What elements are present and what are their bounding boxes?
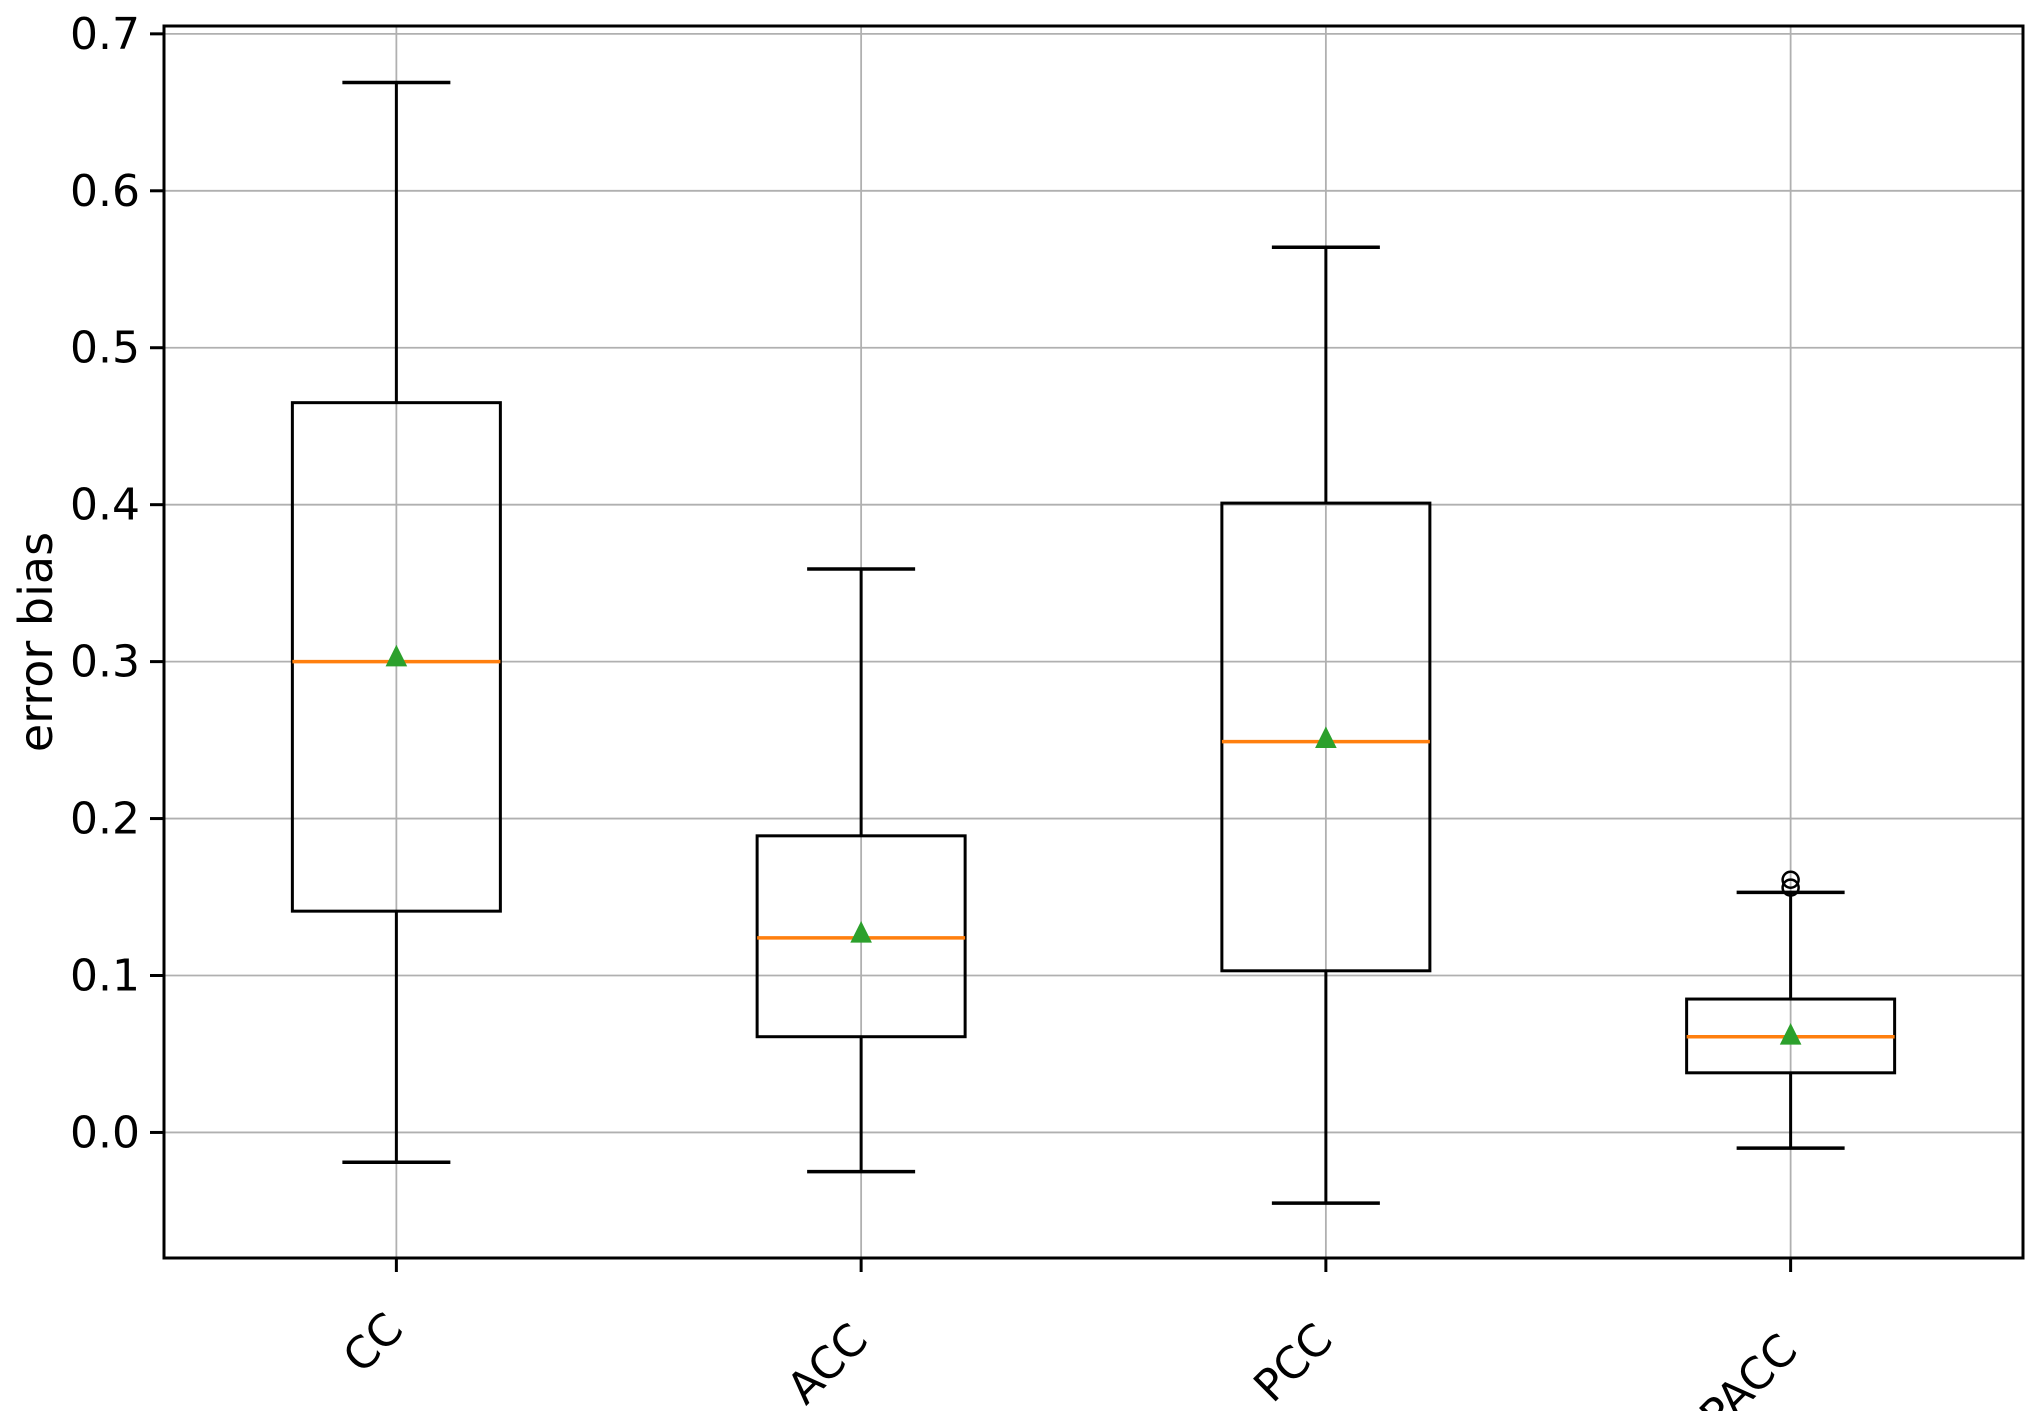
y-tick-label: 0.1 [70, 951, 140, 1002]
plot-border [162, 24, 2025, 1260]
y-tick-label: 0.5 [70, 323, 140, 374]
mean-marker [850, 921, 872, 943]
y-tick-label: 0.0 [70, 1107, 140, 1158]
box-group-pacc [1685, 870, 1897, 1150]
mean-marker [1779, 1023, 1802, 1045]
box-group-cc [290, 80, 502, 1165]
y-tick-label: 0.6 [70, 166, 140, 217]
box-group-acc [755, 567, 967, 1174]
y-axis-label: error bias [9, 532, 63, 752]
x-tick-label: CC [334, 1303, 414, 1383]
y-tick-label: 0.3 [70, 637, 140, 688]
x-tick-label: PACC [1690, 1324, 1807, 1411]
outlier-point [1781, 878, 1800, 897]
boxes-layer [290, 80, 1897, 1205]
mean-marker [385, 644, 408, 667]
box-group-pcc [1220, 245, 1432, 1205]
mean-marker [1315, 726, 1337, 749]
iqr-box [1220, 501, 1432, 973]
outlier-point [1781, 870, 1800, 890]
x-tick-label: PCC [1244, 1314, 1342, 1411]
iqr-box [290, 401, 502, 913]
axes-layer: 0.0 0.1 0.2 0.3 0.4 0.5 0.6 0.7 CC ACC PCC PACC [70, 9, 2025, 1411]
y-tick-label: 0.4 [70, 480, 140, 531]
y-tick-label: 0.7 [70, 9, 140, 60]
y-tick-label: 0.2 [70, 794, 140, 845]
x-tick-label: ACC [778, 1314, 878, 1411]
